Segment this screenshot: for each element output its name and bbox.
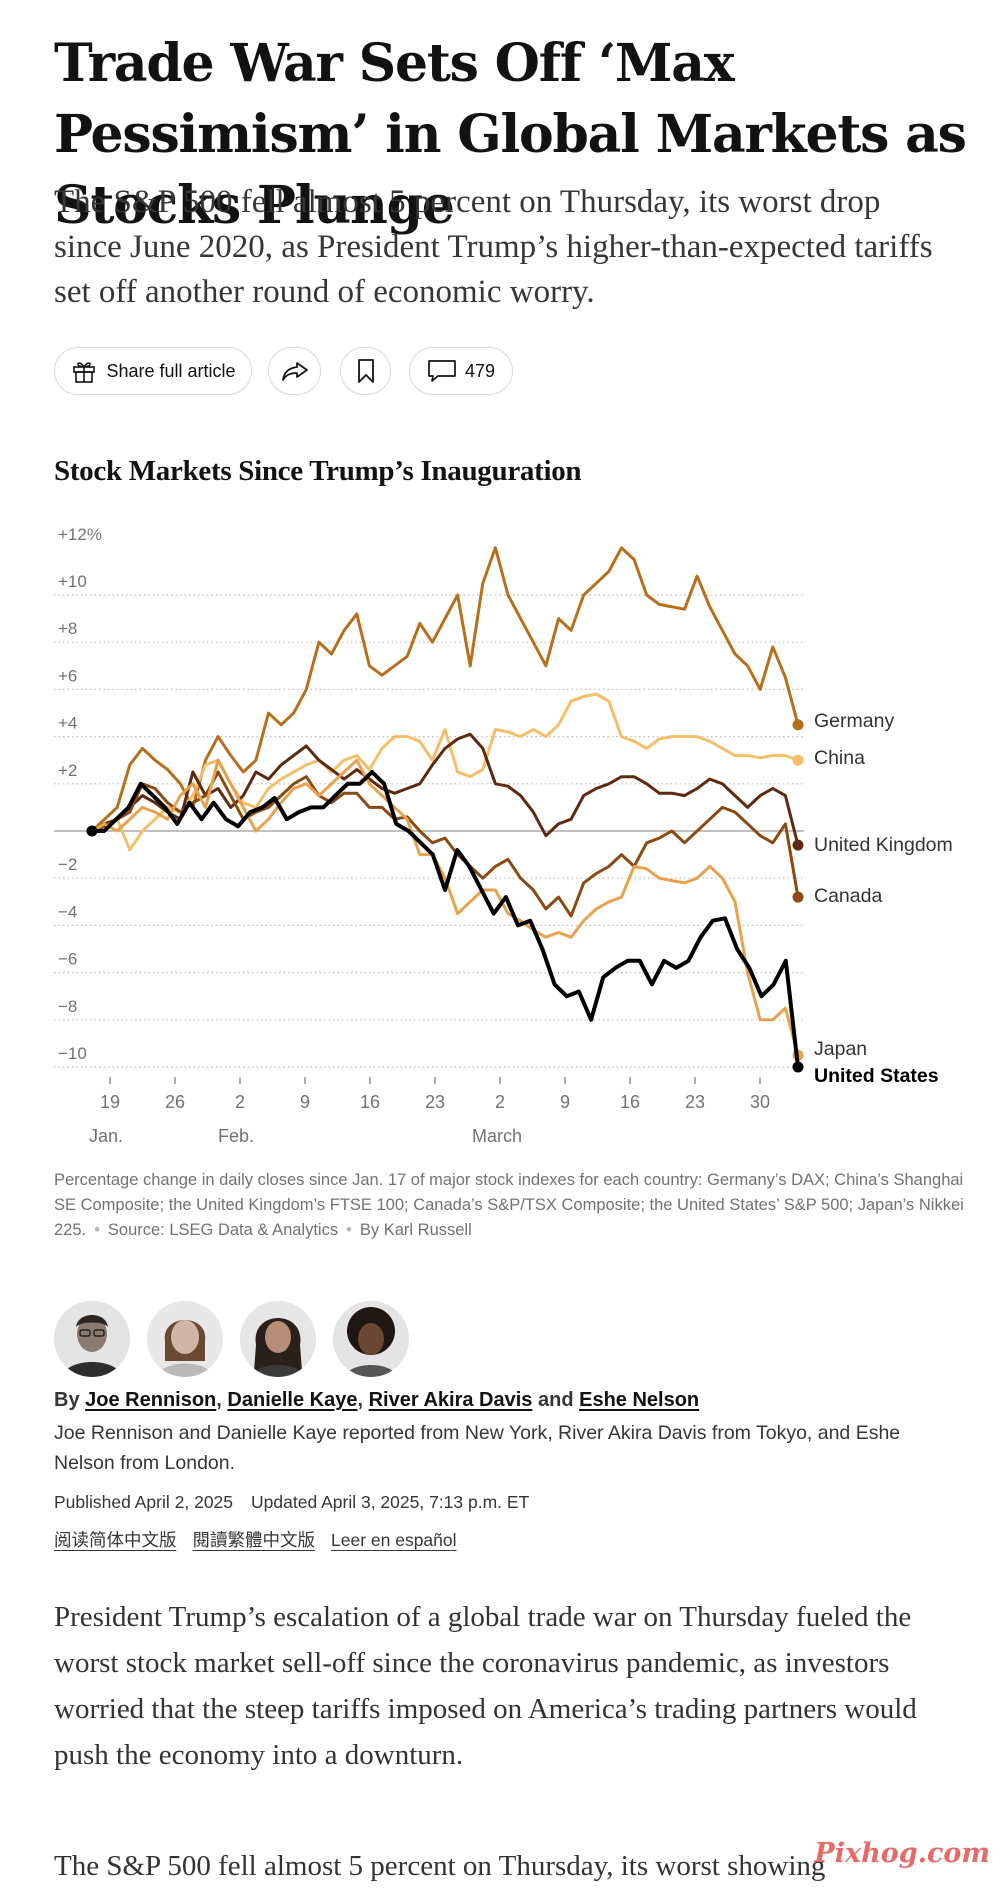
series-line-japan: [90, 758, 800, 1057]
separator-dot: •: [346, 1221, 352, 1239]
link-simplified-chinese[interactable]: 阅读简体中文版: [54, 1530, 177, 1550]
body-paragraph: The S&P 500 fell almost 5 percent on Thu…: [54, 1850, 826, 1882]
x-tick-label: 2: [235, 1092, 245, 1112]
x-tick-label: 19: [100, 1092, 120, 1112]
share-arrow-icon: [280, 359, 310, 383]
y-tick-label: +8: [58, 619, 77, 638]
month-label: Jan.: [89, 1126, 123, 1146]
y-tick-label: −2: [58, 855, 77, 874]
series-label-united-kingdom: United Kingdom: [814, 834, 953, 856]
chart-credit: By Karl Russell: [359, 1221, 472, 1239]
x-tick-label: 26: [165, 1092, 185, 1112]
published-date: Published April 2, 2025: [54, 1492, 234, 1512]
x-tick-label: 23: [685, 1092, 705, 1112]
comments-button[interactable]: 479: [409, 347, 513, 395]
author-link-eshe-nelson[interactable]: Eshe Nelson: [579, 1389, 700, 1411]
series-label-canada: Canada: [814, 885, 882, 907]
chart-source: Source: LSEG Data & Analytics: [107, 1221, 339, 1239]
y-tick-label: −4: [58, 902, 77, 921]
x-tick-label: 9: [560, 1092, 570, 1112]
watermark-logo: Pixhog.com: [814, 1838, 990, 1869]
updated-date: Updated April 3, 2025, 7:13 p.m. ET: [251, 1492, 530, 1512]
share-full-article-button[interactable]: Share full article: [54, 347, 252, 395]
summary-dek: The S&P 500 fell almost 5 percent on Thu…: [54, 184, 933, 310]
series-end-dot-canada: [792, 891, 804, 903]
share-label: Share full article: [106, 360, 236, 381]
series-line-germany: [90, 546, 800, 833]
comment-icon: [427, 358, 457, 384]
series-label-united-states: United States: [814, 1065, 939, 1087]
series-end-dot-china: [792, 754, 804, 766]
series-end-dot-united-kingdom: [792, 839, 804, 851]
gift-icon: [70, 357, 98, 385]
link-spanish[interactable]: Leer en español: [331, 1530, 457, 1550]
series-label-china: China: [814, 747, 865, 769]
y-tick-label: +6: [58, 666, 77, 685]
avatar-river-akira-davis[interactable]: [240, 1301, 316, 1377]
separator-dot: •: [94, 1221, 100, 1239]
byline-prefix: By: [54, 1389, 80, 1411]
series-label-japan: Japan: [814, 1038, 867, 1060]
publication-dates: Published April 2, 2025 Updated April 3, …: [54, 1492, 529, 1513]
month-label: March: [472, 1126, 522, 1146]
series-start-dot: [86, 825, 98, 837]
y-tick-label: +4: [58, 714, 77, 733]
comment-count: 479: [464, 360, 496, 381]
author-link-joe-rennison[interactable]: Joe Rennison: [85, 1389, 217, 1411]
author-link-river-akira-davis[interactable]: River Akira Davis: [368, 1389, 533, 1411]
bookmark-icon: [356, 357, 376, 385]
y-tick-label: −6: [58, 950, 77, 969]
y-tick-label: −8: [58, 997, 77, 1016]
series-end-dot-united-states: [792, 1061, 804, 1073]
chart-note: Percentage change in daily closes since …: [54, 1168, 974, 1243]
translation-links: 阅读简体中文版 閱讀繁體中文版 Leer en español: [54, 1527, 473, 1552]
link-traditional-chinese[interactable]: 閱讀繁體中文版: [192, 1530, 316, 1550]
avatar-joe-rennison[interactable]: [54, 1301, 130, 1377]
series-line-china: [90, 692, 800, 852]
avatar-danielle-kaye[interactable]: [147, 1301, 223, 1377]
avatar-eshe-nelson[interactable]: [333, 1301, 409, 1377]
chart-title: Stock Markets Since Trump’s Inauguration: [54, 455, 582, 487]
x-tick-label: 2: [495, 1092, 505, 1112]
x-tick-label: 30: [750, 1092, 770, 1112]
x-tick-label: 23: [425, 1092, 445, 1112]
y-tick-label: +12%: [58, 525, 102, 544]
x-tick-label: 9: [300, 1092, 310, 1112]
byline-and: and: [537, 1389, 574, 1411]
reporting-locations: Joe Rennison and Danielle Kaye reported …: [54, 1422, 901, 1474]
y-tick-label: +10: [58, 572, 87, 591]
x-tick-label: 16: [360, 1092, 380, 1112]
series-line-united-states: [90, 770, 800, 1069]
author-link-danielle-kaye[interactable]: Danielle Kaye: [227, 1389, 358, 1411]
body-paragraph: President Trump’s escalation of a global…: [54, 1601, 917, 1771]
line-chart: +12% +10 +8 +6 +4 +2 −2 −4 −6 −8 −10 19 26 2 9 16 23 2 9 16…: [54, 525, 953, 1146]
chart-description: Percentage change in daily closes since …: [54, 1171, 964, 1239]
y-tick-label: −10: [58, 1044, 87, 1063]
x-tick-label: 16: [620, 1092, 640, 1112]
y-tick-label: +2: [58, 761, 77, 780]
save-bookmark-button[interactable]: [340, 347, 391, 395]
share-button[interactable]: [268, 347, 321, 395]
series-label-germany: Germany: [814, 710, 894, 732]
series-end-dot-germany: [792, 719, 804, 731]
byline: By Joe Rennison, Danielle Kaye, River Ak…: [54, 1389, 700, 1411]
headline: Trade War Sets Off ‘Max Pessimism’ in Gl…: [54, 33, 967, 236]
month-label: Feb.: [218, 1126, 254, 1146]
